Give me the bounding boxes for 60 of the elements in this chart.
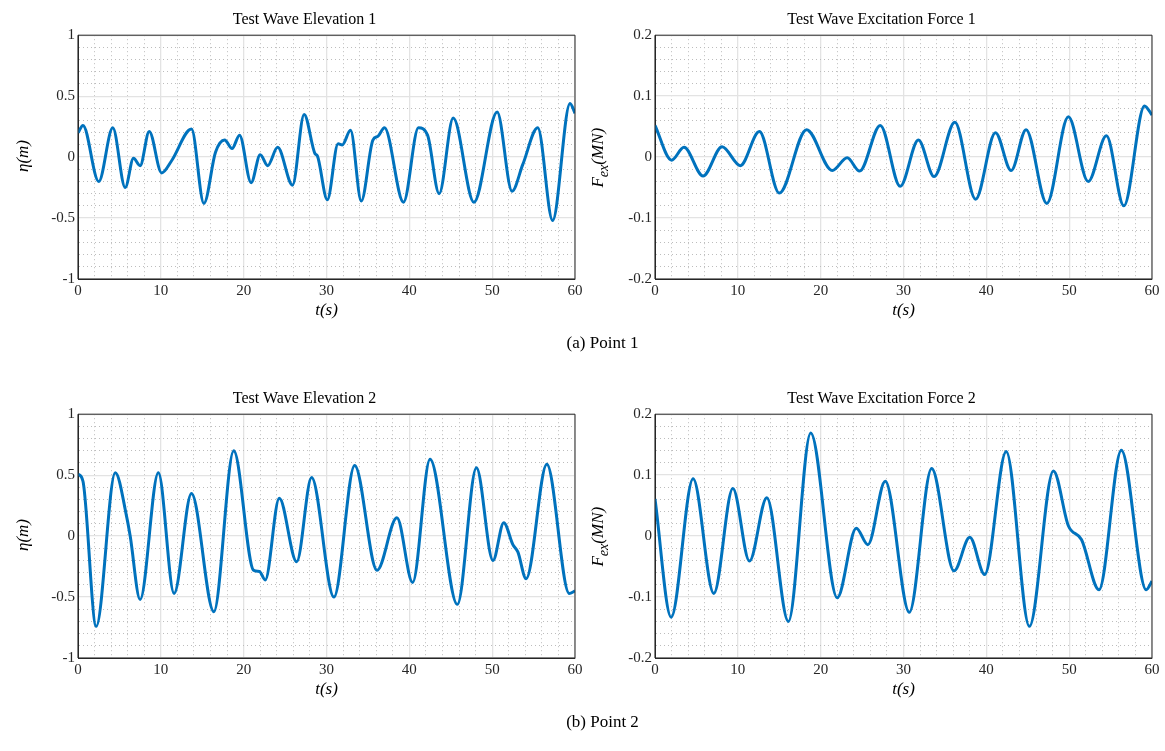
y-tick-label: 0 bbox=[644, 527, 652, 544]
y-tick-label: 0 bbox=[67, 148, 75, 165]
y-tick-label: -0.5 bbox=[51, 587, 75, 604]
y-tick-label: -0.1 bbox=[628, 208, 652, 225]
x-tick-label: 40 bbox=[401, 281, 417, 298]
y-tick-label: 0.1 bbox=[633, 87, 652, 104]
x-tick-label: 10 bbox=[730, 281, 746, 298]
line-series bbox=[655, 104, 1152, 208]
x-tick-label: 20 bbox=[236, 281, 252, 298]
x-tick-label: 10 bbox=[153, 281, 169, 298]
y-tick-label: 0.5 bbox=[56, 466, 75, 483]
line-series bbox=[655, 431, 1152, 628]
chart-title: Test Wave Elevation 1 bbox=[232, 9, 377, 27]
x-tick-label: 10 bbox=[730, 660, 746, 677]
chart-title: Test Wave Elevation 2 bbox=[232, 388, 377, 406]
y-axis-title: η(m) bbox=[13, 139, 33, 175]
y-tick-label: -1 bbox=[62, 648, 75, 665]
x-tick-label: 30 bbox=[319, 660, 334, 677]
x-axis-title: t(s) bbox=[314, 679, 339, 699]
y-tick-label: -0.1 bbox=[628, 587, 652, 604]
x-tick-label: 10 bbox=[153, 660, 169, 677]
y-tick-label: 0 bbox=[644, 148, 652, 165]
x-tick-label: 30 bbox=[896, 660, 911, 677]
line-series bbox=[78, 449, 575, 628]
y-tick-label: 0.5 bbox=[56, 87, 75, 104]
x-tick-label: 30 bbox=[319, 281, 334, 298]
x-axis-title: t(s) bbox=[891, 679, 916, 699]
x-tick-label: 60 bbox=[567, 660, 583, 677]
y-tick-label: 0.2 bbox=[633, 26, 652, 43]
x-tick-label: 20 bbox=[813, 281, 829, 298]
y-tick-label: 0.2 bbox=[633, 405, 652, 422]
y-tick-label: -0.2 bbox=[628, 269, 652, 286]
y-tick-label: 1 bbox=[67, 26, 75, 43]
x-tick-label: 60 bbox=[1144, 281, 1160, 298]
x-tick-label: 20 bbox=[813, 660, 829, 677]
y-tick-label: 0.1 bbox=[633, 466, 652, 483]
text: (a) Point 1 bbox=[565, 333, 640, 353]
x-tick-label: 50 bbox=[1061, 281, 1077, 298]
x-tick-label: 50 bbox=[484, 281, 500, 298]
x-axis-title: t(s) bbox=[314, 300, 339, 320]
x-tick-label: 20 bbox=[236, 660, 252, 677]
text: (b) Point 2 bbox=[565, 712, 640, 732]
x-tick-label: 50 bbox=[1061, 660, 1077, 677]
y-tick-label: -0.5 bbox=[51, 208, 75, 225]
y-tick-label: 0 bbox=[67, 527, 75, 544]
y-tick-label: 1 bbox=[67, 405, 75, 422]
x-tick-label: 30 bbox=[896, 281, 911, 298]
y-tick-label: -0.2 bbox=[628, 648, 652, 665]
x-tick-label: 40 bbox=[978, 281, 994, 298]
y-tick-label: -1 bbox=[62, 269, 75, 286]
x-tick-label: 40 bbox=[978, 660, 994, 677]
x-tick-label: 60 bbox=[1144, 660, 1160, 677]
chart-title: Test Wave Excitation Force 2 bbox=[787, 388, 976, 406]
x-tick-label: 40 bbox=[401, 660, 417, 677]
line-series bbox=[78, 101, 575, 222]
x-tick-label: 50 bbox=[484, 660, 500, 677]
x-tick-label: 60 bbox=[567, 281, 583, 298]
y-axis-title: η(m) bbox=[13, 518, 33, 554]
chart-title: Test Wave Excitation Force 1 bbox=[787, 9, 976, 27]
x-axis-title: t(s) bbox=[891, 300, 916, 320]
